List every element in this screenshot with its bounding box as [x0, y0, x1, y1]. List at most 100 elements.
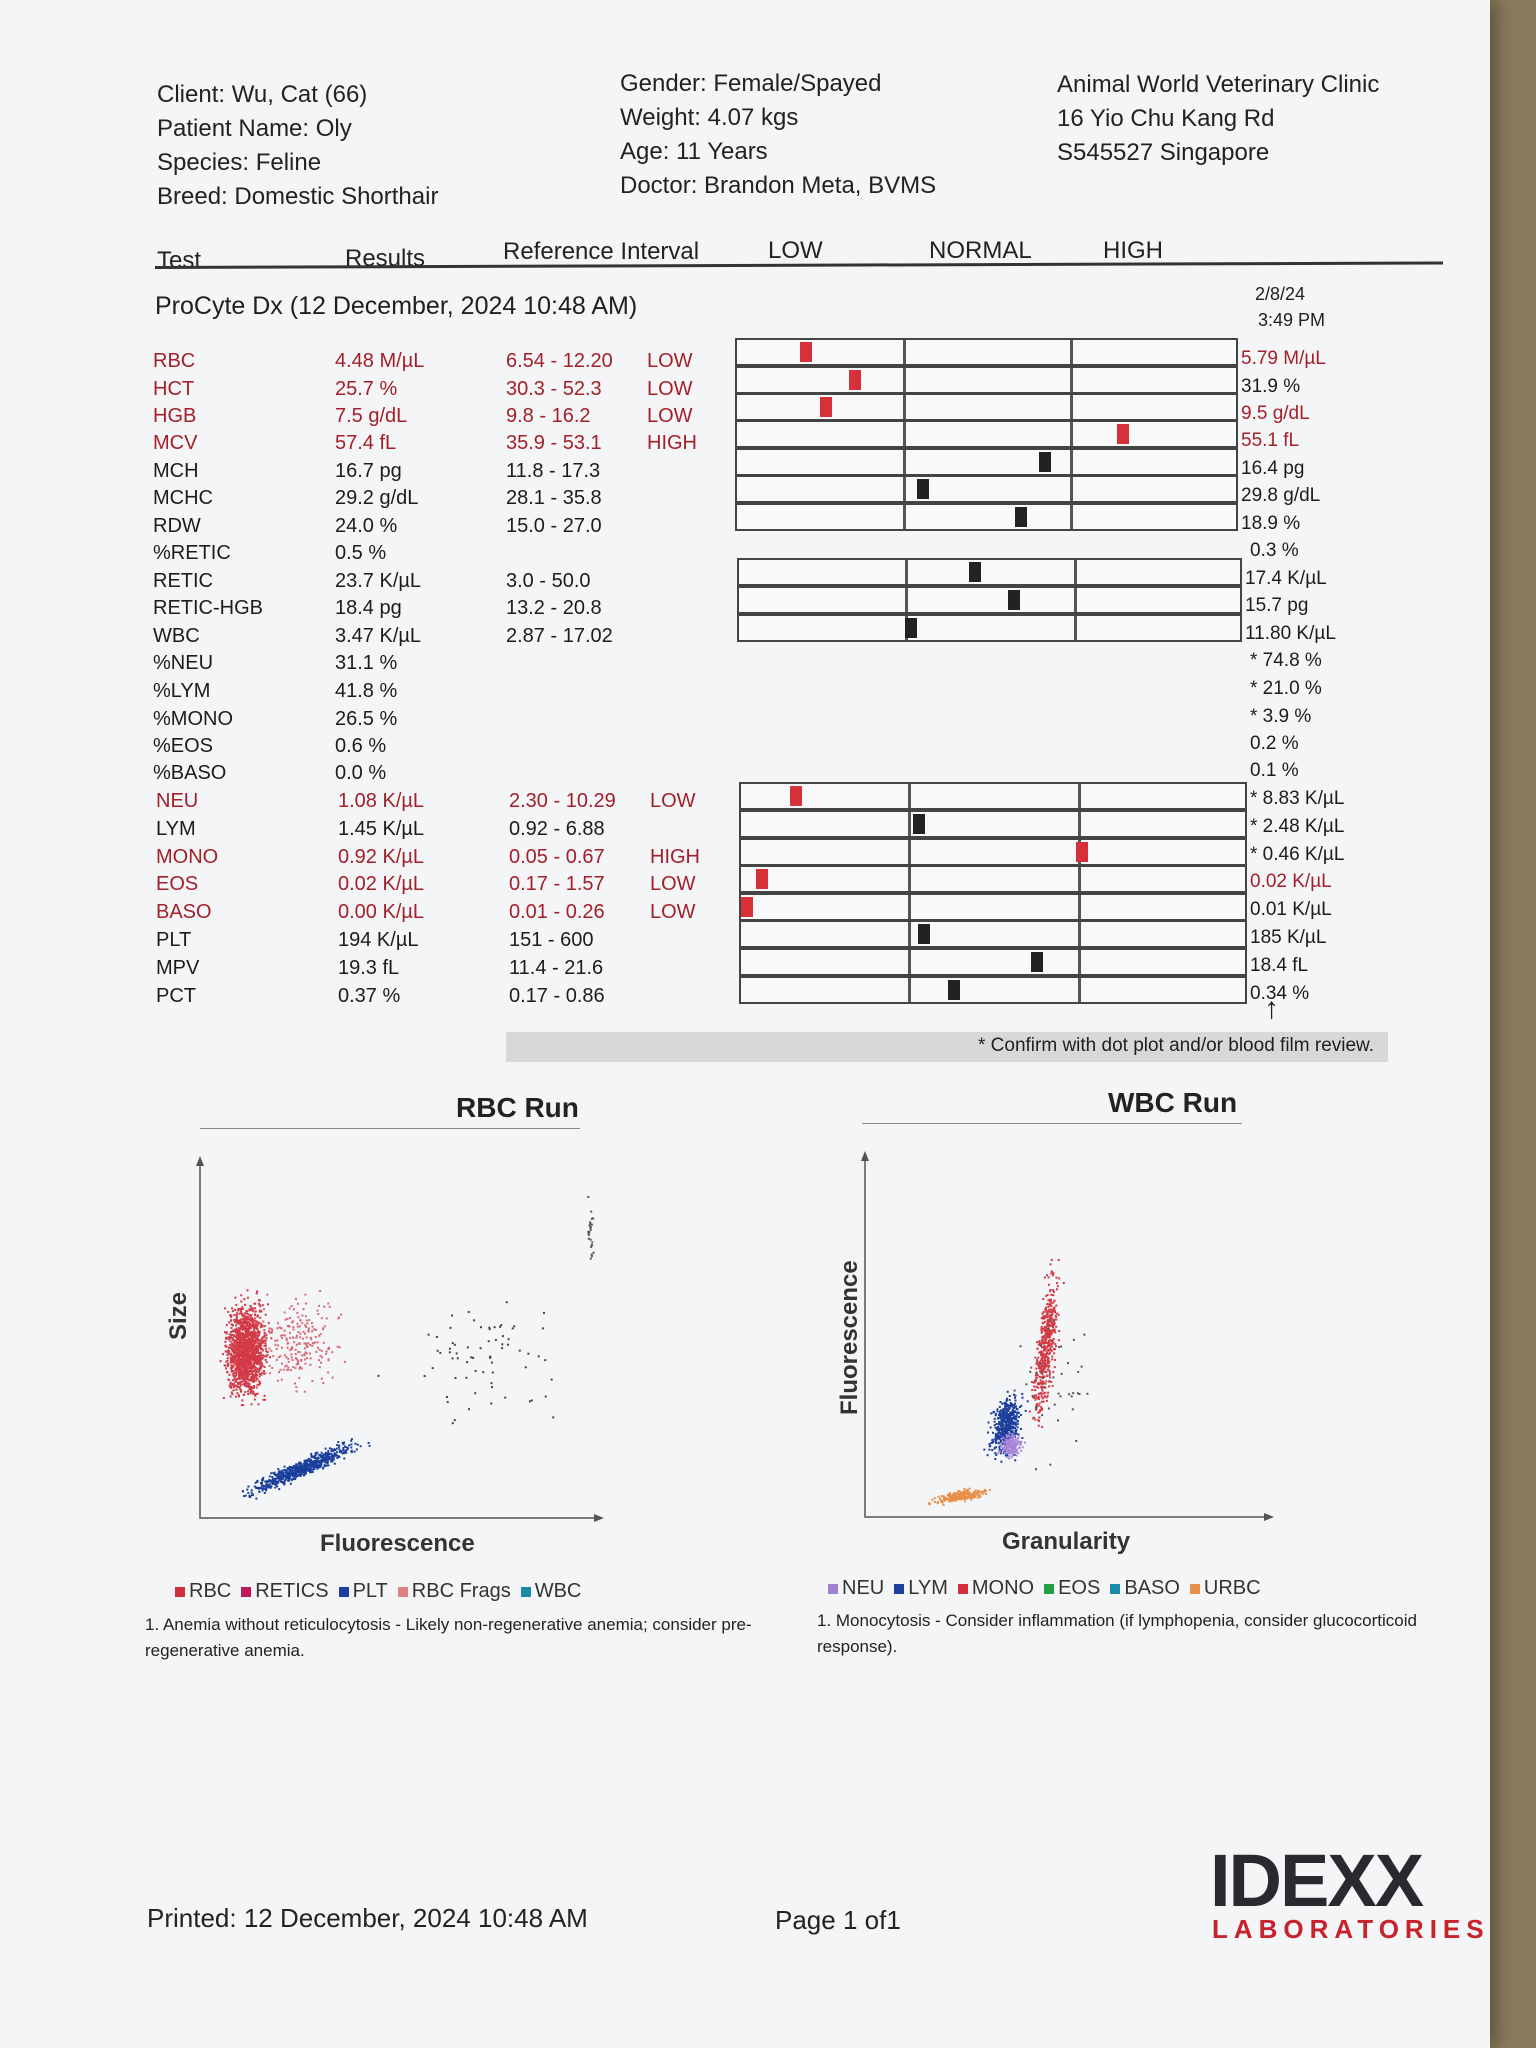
test-result: 0.02 K/µL: [338, 873, 425, 895]
up-arrow-icon: ↑: [1264, 992, 1279, 1025]
result-gauge: [737, 614, 1242, 642]
test-name: HGB: [153, 405, 197, 427]
flag-label: LOW: [647, 405, 693, 427]
confirm-note-bar: * Confirm with dot plot and/or blood fil…: [506, 1032, 1388, 1062]
test-name: EOS: [156, 873, 199, 895]
rbc-x-axis-label: Fluorescence: [320, 1530, 475, 1557]
result-marker: [790, 786, 803, 806]
reference-interval: 6.54 - 12.20: [506, 350, 613, 372]
previous-value: 0.3 %: [1250, 540, 1299, 561]
result-gauge: [735, 420, 1238, 448]
previous-value: 0.34 %: [1250, 983, 1310, 1004]
doctor-line: Doctor: Brandon Meta, BVMS: [620, 172, 937, 199]
result-gauge: [739, 865, 1247, 893]
gauge-divider: [1077, 867, 1081, 891]
gauge-divider: [902, 477, 906, 501]
flag-label: LOW: [647, 350, 693, 372]
result-gauge: [735, 366, 1238, 394]
gauge-divider: [1073, 560, 1077, 584]
previous-date: 2/8/24: [1255, 284, 1306, 304]
rbc-legend-swatch-icon: [241, 1586, 252, 1597]
reference-interval: 0.01 - 0.26: [509, 901, 605, 923]
col-header-reference: Reference Interval: [503, 238, 700, 265]
test-name: %MONO: [153, 708, 233, 730]
result-gauge: [737, 558, 1242, 586]
weight-line: Weight: 4.07 kgs: [620, 104, 799, 131]
test-result: 0.37 %: [338, 985, 401, 1007]
gauge-divider: [1070, 505, 1074, 529]
result-marker: [1075, 842, 1088, 862]
result-gauge: [735, 448, 1238, 476]
clinic-name: Animal World Veterinary Clinic: [1057, 71, 1380, 98]
gauge-divider: [1077, 950, 1081, 974]
result-marker: [849, 370, 861, 390]
wbc-scatter: [377, 1301, 555, 1425]
wbc-scatter-plot: [861, 1151, 1274, 1521]
col-header-normal: NORMAL: [929, 237, 1032, 264]
gauge-divider: [902, 505, 906, 529]
test-name: MPV: [156, 957, 200, 979]
test-result: 3.47 K/µL: [335, 625, 422, 647]
breed-line: Breed: Domestic Shorthair: [157, 183, 439, 210]
neu-cluster: [996, 1432, 1026, 1460]
test-name: %LYM: [153, 680, 211, 702]
col-header-low: LOW: [768, 237, 823, 264]
reference-interval: 0.17 - 0.86: [509, 985, 605, 1007]
result-marker: [917, 479, 930, 499]
gauge-divider: [905, 588, 909, 612]
gauge-divider: [1077, 895, 1081, 919]
gauge-divider: [1070, 395, 1074, 419]
result-gauge: [735, 338, 1238, 366]
gauge-divider: [902, 395, 906, 419]
gauge-divider: [902, 368, 906, 392]
flag-label: LOW: [650, 873, 696, 895]
rbc-cluster: [219, 1289, 273, 1407]
wbc-legend-item: EOS: [1034, 1577, 1100, 1599]
rbc-legend-label: WBC: [534, 1580, 582, 1602]
rbc-legend-swatch-icon: [520, 1586, 531, 1597]
wbc-legend-swatch-icon: [1044, 1583, 1055, 1594]
previous-value: * 74.8 %: [1250, 650, 1322, 671]
wbc-y-axis-label: Fluorescence: [836, 1260, 863, 1415]
reference-interval: 151 - 600: [509, 929, 594, 951]
previous-time: 3:49 PM: [1258, 310, 1326, 330]
plot-axes: [199, 1160, 600, 1519]
test-name: RETIC: [153, 570, 213, 592]
result-marker: [905, 618, 918, 638]
test-name: %RETIC: [153, 542, 231, 564]
wbc-x-axis-label: Granularity: [1002, 1528, 1131, 1555]
previous-value: * 2.48 K/µL: [1250, 816, 1345, 837]
rbc-footnote: 1. Anemia without reticulocytosis - Like…: [145, 1615, 752, 1660]
gauge-divider: [1077, 978, 1081, 1002]
gauge-divider: [908, 922, 912, 946]
gauge-divider: [1073, 588, 1077, 612]
test-name: MONO: [156, 846, 219, 868]
rbc-legend-label: RBC Frags: [411, 1580, 511, 1602]
test-result: 0.5 %: [335, 542, 387, 564]
test-name: HCT: [153, 378, 195, 400]
rbc-y-axis-label: Size: [165, 1291, 192, 1340]
result-gauge: [735, 393, 1238, 421]
gauge-divider: [908, 840, 912, 864]
reference-interval: 0.05 - 0.67: [509, 846, 605, 868]
result-marker: [968, 562, 981, 582]
gauge-divider: [1077, 812, 1081, 836]
previous-value: * 8.83 K/µL: [1250, 788, 1345, 809]
previous-value: 5.79 M/µL: [1241, 348, 1326, 369]
rbc-legend-swatch-icon: [397, 1586, 408, 1597]
flag-label: LOW: [647, 378, 693, 400]
previous-value: 0.01 K/µL: [1250, 899, 1332, 920]
clinic-address-1: 16 Yio Chu Kang Rd: [1057, 105, 1275, 132]
test-name: RDW: [153, 515, 201, 537]
gauge-divider: [1070, 477, 1074, 501]
wbc-plot-title: WBC Run: [1108, 1087, 1238, 1118]
result-gauge: [739, 810, 1247, 838]
result-gauge: [739, 838, 1247, 866]
test-result: 1.08 K/µL: [338, 790, 425, 812]
rbc-legend-item: RBC: [165, 1580, 231, 1602]
header-clinic-block: Animal World Veterinary Clinic 16 Yio Ch…: [1057, 68, 1379, 170]
misc-scatter: [1013, 1319, 1089, 1471]
x-axis-arrow-icon: [1264, 1513, 1274, 1521]
report-page: Client: Wu, Cat (66) Patient Name: Oly S…: [0, 0, 1490, 2048]
previous-value: * 21.0 %: [1250, 678, 1322, 699]
